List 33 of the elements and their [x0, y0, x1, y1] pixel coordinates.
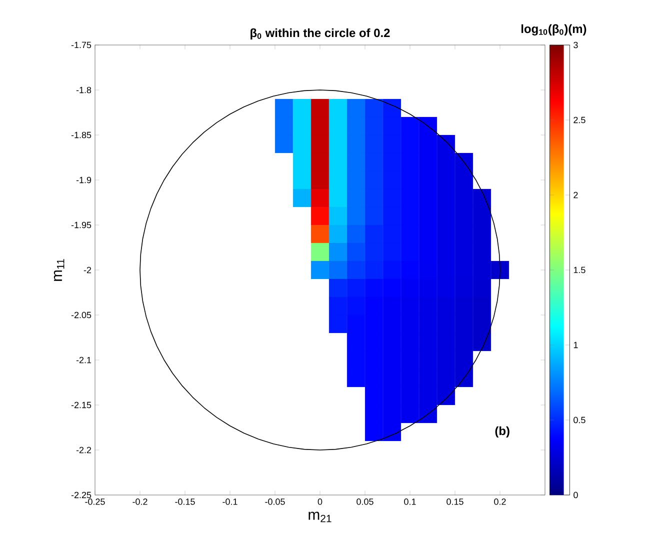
color-bar-label: 2.5 — [574, 116, 586, 124]
x-tick-label: -0.25 — [85, 498, 105, 505]
y-tick-label: -2.2 — [76, 446, 92, 454]
y-tick-label: -2.15 — [71, 402, 92, 408]
y-tick-label: -2.1 — [76, 356, 92, 364]
x-tick-label: -0.05 — [265, 498, 285, 505]
y-tick-label: -1.85 — [71, 132, 92, 138]
x-axis-title: m$_{21}$ — [308, 512, 332, 522]
color-bar-label: 0 — [574, 492, 578, 498]
x-tick-label: 0 — [318, 498, 322, 505]
x-tick-label: -0.15 — [175, 498, 195, 505]
x-tick-label: 0.1 — [404, 498, 416, 505]
color-bar-label: 0.5 — [574, 416, 586, 424]
y-tick-label: -2.25 — [71, 492, 92, 498]
y-tick-label: -2 — [84, 266, 92, 274]
x-tick-label: -0.2 — [132, 498, 148, 505]
y-tick-label: -1.8 — [76, 86, 92, 94]
chart-title: β$_{0}$ within the circle of 0.2 — [250, 28, 390, 40]
annotation: (b) — [495, 426, 510, 438]
y-tick-label: -2.05 — [71, 312, 92, 318]
x-tick-label: 0.15 — [446, 498, 464, 505]
x-tick-label: 0.2 — [494, 498, 506, 505]
x-tick-label: 0.05 — [356, 498, 374, 505]
y-tick-label: -1.75 — [71, 42, 92, 48]
color-bar-label: 1.5 — [574, 266, 586, 274]
text: log$_{10}$(β$_{0}$)(m) — [521, 24, 586, 36]
y-tick-label: -1.95 — [71, 222, 92, 228]
color-bar-label: 3 — [574, 42, 578, 48]
y-tick-label: -1.9 — [76, 176, 92, 184]
y-axis-title: m$_{11}$ — [54, 259, 64, 281]
x-tick-label: -0.1 — [222, 498, 238, 505]
color-bar-label: 1 — [574, 342, 578, 348]
color-bar-label: 2 — [574, 192, 578, 198]
